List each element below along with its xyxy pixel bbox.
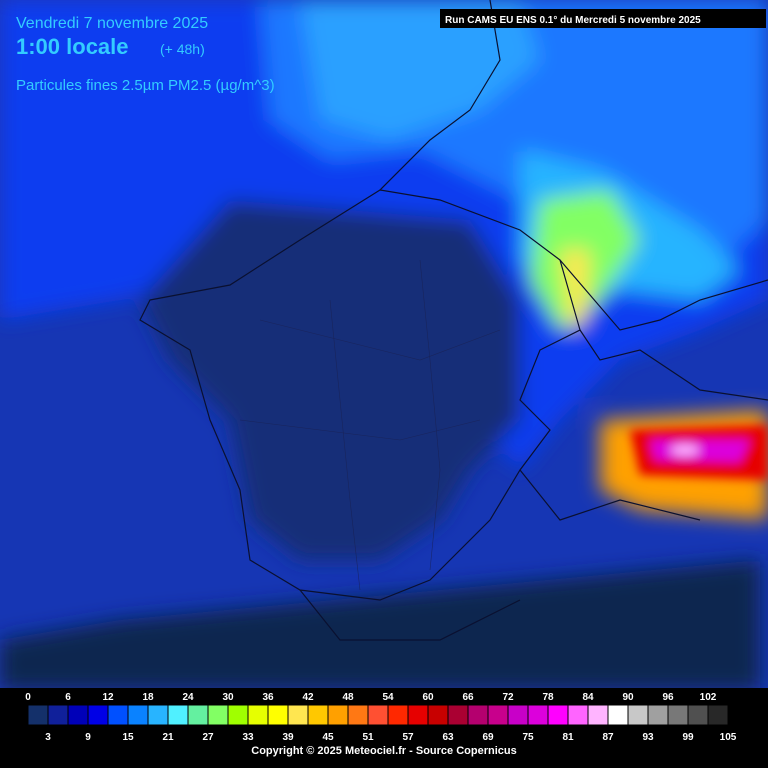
legend-swatch <box>567 704 589 726</box>
legend-label: 54 <box>382 692 394 703</box>
legend-label: 72 <box>502 692 514 703</box>
hotspot <box>630 425 768 480</box>
time: 1:00 locale <box>16 34 129 59</box>
legend-label: 27 <box>202 732 214 743</box>
legend-label: 87 <box>602 732 614 743</box>
legend-swatch <box>687 704 709 726</box>
legend-swatch <box>427 704 449 726</box>
regions <box>239 259 501 591</box>
legend-label: 18 <box>142 692 154 703</box>
legend-label: 69 <box>482 732 494 743</box>
legend-label: 30 <box>222 692 234 703</box>
legend-label: 63 <box>442 732 454 743</box>
run-box <box>440 9 766 28</box>
legend-swatch <box>87 704 109 726</box>
legend-swatch <box>307 704 329 726</box>
legend-label: 48 <box>342 692 354 703</box>
legend-label: 60 <box>422 692 434 703</box>
legend-swatch <box>347 704 369 726</box>
legend-label: 3 <box>45 732 51 743</box>
legend-label: 75 <box>522 732 534 743</box>
legend-label: 84 <box>582 692 594 703</box>
legend-swatch <box>607 704 629 726</box>
lead-time: (+ 48h) <box>160 41 205 57</box>
legend-swatch <box>367 704 389 726</box>
legend-swatch <box>287 704 309 726</box>
run-info: Run CAMS EU ENS 0.1° du Mercredi 5 novem… <box>445 15 701 26</box>
legend-label: 42 <box>302 692 314 703</box>
legend-swatch <box>227 704 249 726</box>
legend-swatch <box>387 704 409 726</box>
legend-swatch <box>167 704 189 726</box>
legend-label: 57 <box>402 732 414 743</box>
legend-swatch <box>507 704 529 726</box>
legend-label: 99 <box>682 732 694 743</box>
legend-swatch <box>147 704 169 726</box>
copyright: Copyright © 2025 Meteociel.fr - Source C… <box>251 745 516 757</box>
legend-panel <box>0 688 768 768</box>
legend-label: 12 <box>102 692 114 703</box>
legend-label: 51 <box>362 732 374 743</box>
legend-label: 6 <box>65 692 71 703</box>
legend: 0369121518212427303336394245485154576063… <box>25 692 749 743</box>
legend-label: 66 <box>462 692 474 703</box>
legend-swatch <box>27 704 49 726</box>
legend-swatch <box>627 704 649 726</box>
legend-label: 78 <box>542 692 554 703</box>
legend-swatch <box>447 704 469 726</box>
legend-swatch <box>647 704 669 726</box>
legend-label: 24 <box>182 692 194 703</box>
legend-swatch <box>47 704 69 726</box>
legend-label: 33 <box>242 732 254 743</box>
legend-swatch <box>267 704 289 726</box>
legend-swatch <box>527 704 549 726</box>
legend-swatch <box>707 704 729 726</box>
legend-swatch <box>407 704 429 726</box>
legend-label: 81 <box>562 732 574 743</box>
legend-label: 90 <box>622 692 634 703</box>
legend-label: 105 <box>720 732 737 743</box>
legend-swatch <box>587 704 609 726</box>
legend-swatch <box>727 704 749 726</box>
legend-swatch <box>187 704 209 726</box>
legend-label: 93 <box>642 732 654 743</box>
legend-label: 15 <box>122 732 134 743</box>
legend-label: 9 <box>85 732 91 743</box>
legend-swatch <box>327 704 349 726</box>
legend-label: 45 <box>322 732 334 743</box>
legend-swatch <box>667 704 689 726</box>
borders <box>139 0 768 641</box>
legend-swatch <box>467 704 489 726</box>
legend-swatch <box>107 704 129 726</box>
date: Vendredi 7 novembre 2025 <box>16 15 208 32</box>
legend-swatch <box>207 704 229 726</box>
legend-label: 96 <box>662 692 674 703</box>
legend-swatch <box>247 704 269 726</box>
legend-swatch <box>67 704 89 726</box>
parameter: Particules fines 2.5µm PM2.5 (µg/m^3) <box>16 77 275 94</box>
legend-label: 39 <box>282 732 294 743</box>
legend-swatch <box>127 704 149 726</box>
legend-swatch <box>487 704 509 726</box>
legend-label: 21 <box>162 732 174 743</box>
legend-swatch <box>547 704 569 726</box>
pollution-field <box>0 0 768 690</box>
legend-label: 0 <box>25 692 31 703</box>
legend-label: 102 <box>700 692 717 703</box>
legend-label: 36 <box>262 692 274 703</box>
